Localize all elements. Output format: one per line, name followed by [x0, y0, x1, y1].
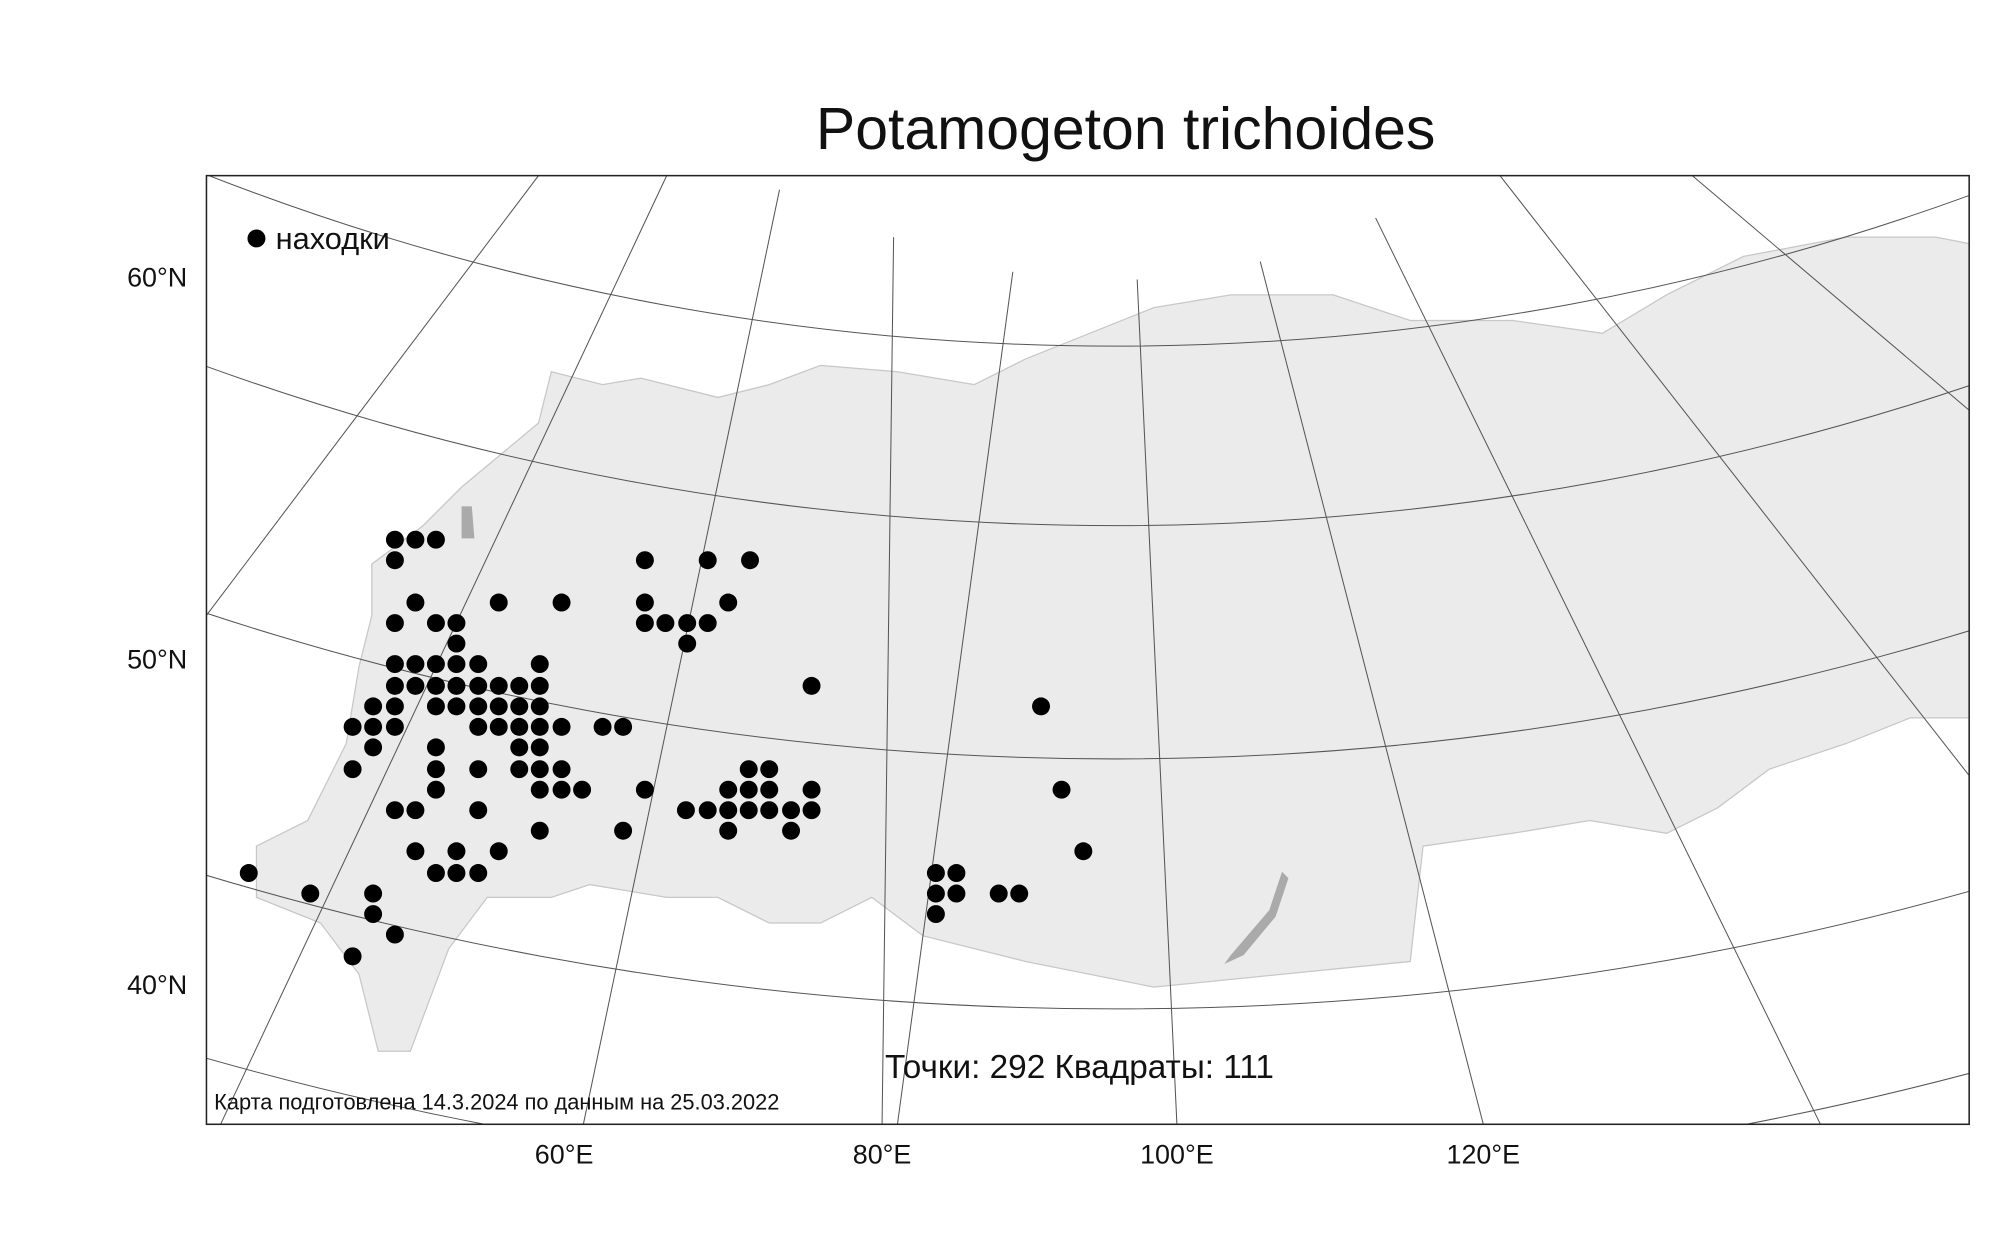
lon-label: 60°E: [535, 1139, 594, 1169]
land: [255, 236, 1970, 1052]
lon-label: 100°E: [1140, 1139, 1214, 1169]
legend-marker: [247, 229, 266, 248]
occurrence-dots: [239, 530, 1093, 966]
lat-label: 40°N: [127, 970, 187, 1000]
stats: Точки: 292 Квадраты: 111: [885, 1049, 1274, 1086]
map-body: [206, 175, 1970, 1125]
map-title: Potamogeton trichoides: [816, 97, 1436, 162]
map-frame: [205, 174, 1970, 1126]
lon-labels: 60°E 80°E 100°E 120°E: [535, 1139, 1520, 1169]
lat-labels: 60°N 50°N 40°N: [127, 263, 187, 1001]
graticule: [206, 175, 1970, 1125]
legend-label: находки: [276, 221, 390, 256]
lat-label: 50°N: [127, 645, 187, 675]
lon-label: 80°E: [853, 1139, 912, 1169]
lat-label: 60°N: [127, 263, 187, 293]
lon-label: 120°E: [1446, 1139, 1520, 1169]
footer-note: Карта подготовлена 14.3.2024 по данным н…: [214, 1090, 779, 1115]
